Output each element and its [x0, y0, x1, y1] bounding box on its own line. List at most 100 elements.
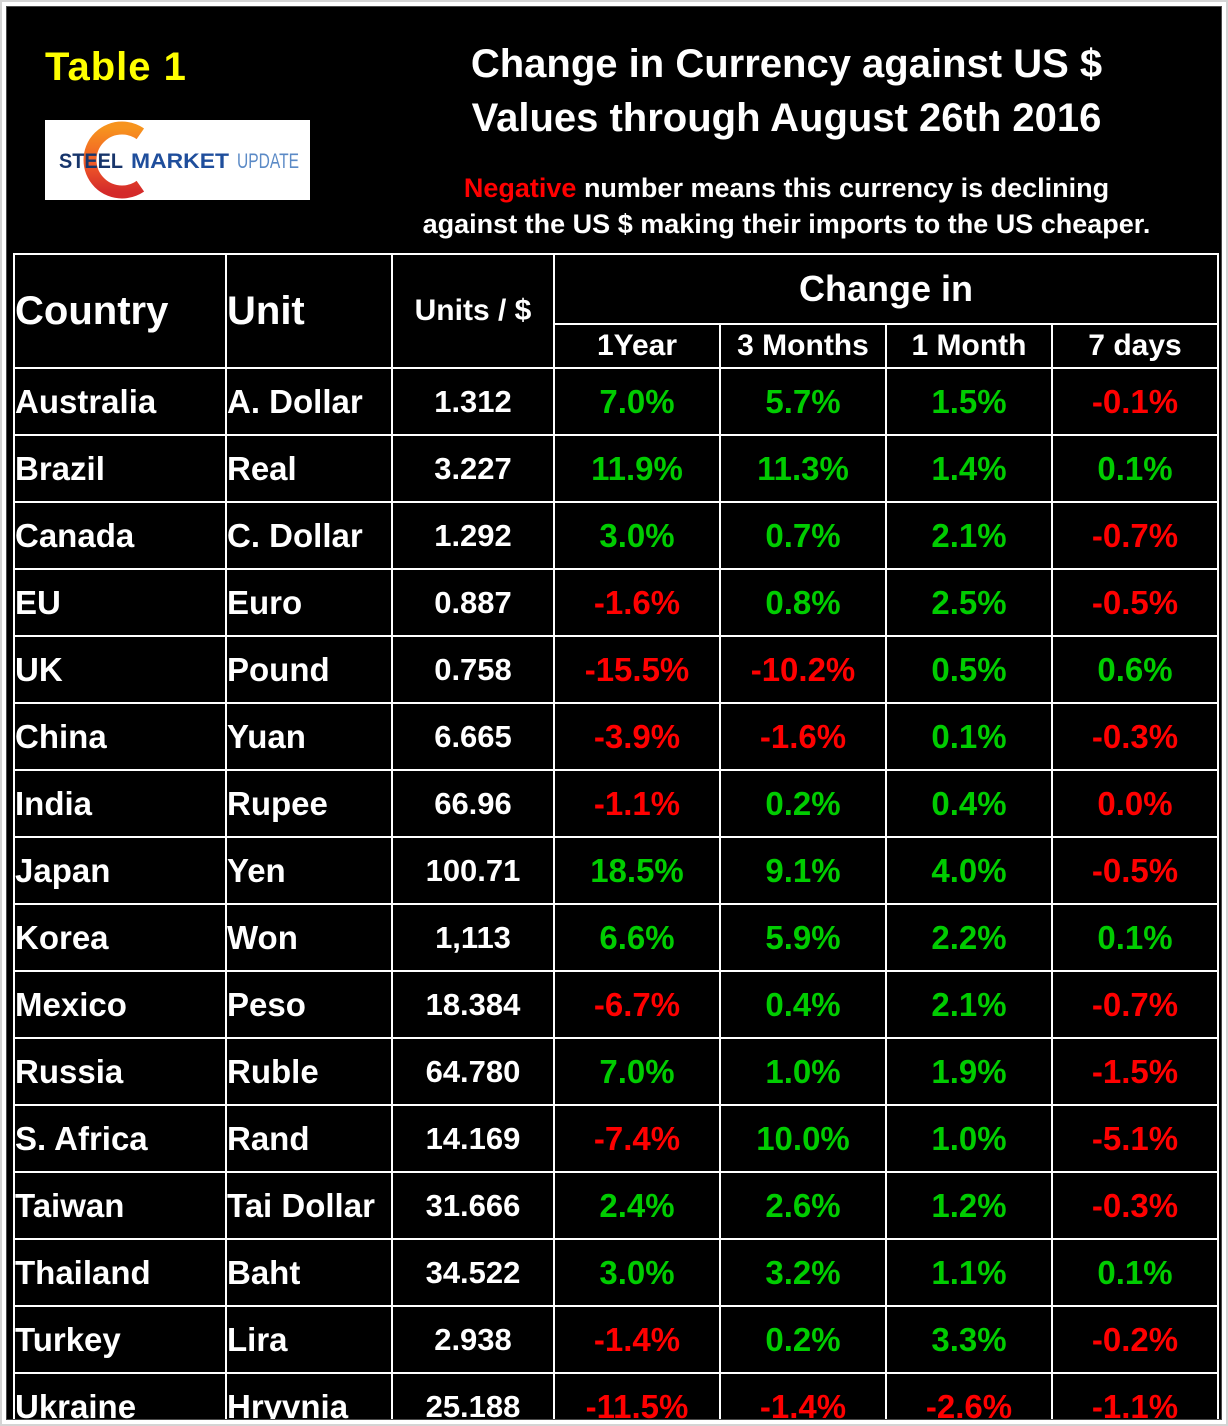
table-row: Turkey Lira 2.938 -1.4% 0.2% 3.3% -0.2% [13, 1305, 1220, 1374]
negative-note-line-1: Negative number means this currency is d… [358, 171, 1215, 207]
change-cell: -0.3% [1050, 1171, 1220, 1240]
unit-cell: Rupee [225, 769, 393, 838]
header-row-1: Country Unit Units / $ Change in [13, 253, 1220, 369]
col-header-1month: 1 Month [885, 323, 1053, 369]
table-row: Taiwan Tai Dollar 31.666 2.4% 2.6% 1.2% … [13, 1171, 1220, 1240]
change-cell: -1.4% [719, 1372, 887, 1419]
units-per-dollar-cell: 3.227 [391, 434, 555, 503]
table-row: EU Euro 0.887 -1.6% 0.8% 2.5% -0.5% [13, 568, 1220, 637]
change-cell: -1.6% [553, 568, 721, 637]
change-cell: -0.2% [1050, 1305, 1220, 1374]
change-cell: -5.1% [1050, 1104, 1220, 1173]
negative-note-line-2: against the US $ making their imports to… [422, 208, 1151, 239]
col-header-3months: 3 Months [719, 323, 887, 369]
col-header-7days: 7 days [1050, 323, 1220, 369]
change-cell: -1.4% [553, 1305, 721, 1374]
col-header-country: Country [13, 253, 227, 369]
change-cell: 1.9% [885, 1037, 1053, 1106]
country-cell: Mexico [13, 970, 227, 1039]
unit-cell: C. Dollar [225, 501, 393, 570]
steel-market-update-logo-svg: STEEL MARKET UPDATE [45, 110, 310, 210]
currency-table: Country Unit Units / $ Change in 1Year 3… [13, 253, 1220, 1419]
change-cell: -15.5% [553, 635, 721, 704]
table-row: Brazil Real 3.227 11.9% 11.3% 1.4% 0.1% [13, 434, 1220, 503]
table-row: Thailand Baht 34.522 3.0% 3.2% 1.1% 0.1% [13, 1238, 1220, 1307]
change-cell: 3.0% [553, 1238, 721, 1307]
change-cell: 2.1% [885, 970, 1053, 1039]
change-cell: -0.7% [1050, 970, 1220, 1039]
country-cell: S. Africa [13, 1104, 227, 1173]
country-cell: EU [13, 568, 227, 637]
unit-cell: Baht [225, 1238, 393, 1307]
unit-cell: Hryvnia [225, 1372, 393, 1419]
change-cell: 0.8% [719, 568, 887, 637]
chart-title-line-2: Values through August 26th 2016 [471, 96, 1102, 140]
change-cell: 0.1% [1050, 434, 1220, 503]
col-header-units-per-dollar: Units / $ [391, 253, 555, 369]
country-cell: Thailand [13, 1238, 227, 1307]
change-cell: 2.5% [885, 568, 1053, 637]
negative-note-rest: number means this currency is declining [576, 173, 1110, 203]
change-cell: -0.5% [1050, 568, 1220, 637]
table-row: Mexico Peso 18.384 -6.7% 0.4% 2.1% -0.7% [13, 970, 1220, 1039]
header: Table 1 STEEL [13, 15, 1215, 253]
units-per-dollar-cell: 2.938 [391, 1305, 555, 1374]
units-per-dollar-cell: 14.169 [391, 1104, 555, 1173]
change-cell: 0.6% [1050, 635, 1220, 704]
change-cell: 1.1% [885, 1238, 1053, 1307]
change-cell: 2.1% [885, 501, 1053, 570]
negative-note: Negative number means this currency is d… [358, 171, 1215, 242]
units-per-dollar-cell: 100.71 [391, 836, 555, 905]
change-cell: 4.0% [885, 836, 1053, 905]
change-cell: 5.7% [719, 367, 887, 436]
change-cell: 1.0% [719, 1037, 887, 1106]
change-cell: -0.3% [1050, 702, 1220, 771]
logo-word-update: UPDATE [237, 150, 299, 173]
unit-cell: Tai Dollar [225, 1171, 393, 1240]
logo-crescent-gap [122, 110, 193, 210]
change-cell: 0.7% [719, 501, 887, 570]
table-body: Australia A. Dollar 1.312 7.0% 5.7% 1.5%… [13, 367, 1220, 1419]
col-header-1year: 1Year [553, 323, 721, 369]
country-cell: UK [13, 635, 227, 704]
change-cell: 1.5% [885, 367, 1053, 436]
change-cell: 11.9% [553, 434, 721, 503]
units-per-dollar-cell: 0.758 [391, 635, 555, 704]
change-cell: -0.7% [1050, 501, 1220, 570]
change-cell: -11.5% [553, 1372, 721, 1419]
units-per-dollar-cell: 64.780 [391, 1037, 555, 1106]
change-cell: 3.0% [553, 501, 721, 570]
change-cell: 2.4% [553, 1171, 721, 1240]
table-row: UK Pound 0.758 -15.5% -10.2% 0.5% 0.6% [13, 635, 1220, 704]
change-cell: 5.9% [719, 903, 887, 972]
chart-title: Change in Currency against US $ Values t… [358, 37, 1215, 145]
table-head: Country Unit Units / $ Change in 1Year 3… [13, 253, 1220, 369]
change-cell: 10.0% [719, 1104, 887, 1173]
change-cell: 0.4% [719, 970, 887, 1039]
change-cell: 18.5% [553, 836, 721, 905]
unit-cell: Pound [225, 635, 393, 704]
table-row: Ukraine Hryvnia 25.188 -11.5% -1.4% -2.6… [13, 1372, 1220, 1419]
table-row: China Yuan 6.665 -3.9% -1.6% 0.1% -0.3% [13, 702, 1220, 771]
table-row: Canada C. Dollar 1.292 3.0% 0.7% 2.1% -0… [13, 501, 1220, 570]
unit-cell: Won [225, 903, 393, 972]
change-cell: -3.9% [553, 702, 721, 771]
change-cell: 2.2% [885, 903, 1053, 972]
logo-word-steel: STEEL [59, 150, 123, 173]
units-per-dollar-cell: 34.522 [391, 1238, 555, 1307]
change-cell: 3.3% [885, 1305, 1053, 1374]
smu-logo: STEEL MARKET UPDATE [45, 110, 310, 210]
header-right: Change in Currency against US $ Values t… [358, 15, 1215, 253]
unit-cell: Ruble [225, 1037, 393, 1106]
units-per-dollar-cell: 25.188 [391, 1372, 555, 1419]
table-label: Table 1 [45, 45, 187, 89]
col-header-change-in: Change in [552, 253, 1220, 325]
change-cell: 0.2% [719, 1305, 887, 1374]
change-cell: 0.1% [1050, 1238, 1220, 1307]
table-row: Japan Yen 100.71 18.5% 9.1% 4.0% -0.5% [13, 836, 1220, 905]
table-row: Korea Won 1,113 6.6% 5.9% 2.2% 0.1% [13, 903, 1220, 972]
country-cell: India [13, 769, 227, 838]
change-cell: -1.1% [1050, 1372, 1220, 1419]
unit-cell: Yuan [225, 702, 393, 771]
